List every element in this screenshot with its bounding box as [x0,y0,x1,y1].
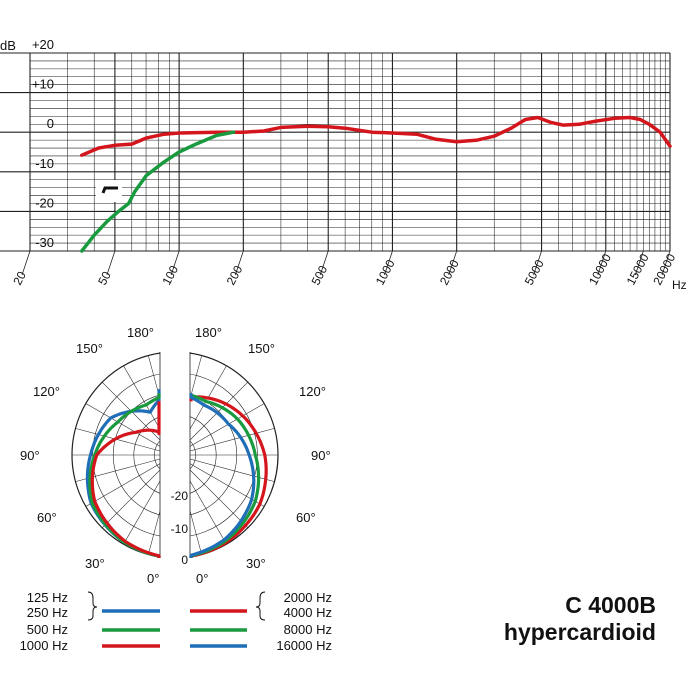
polar-angle-label: 150° [76,341,103,356]
polar-angle-label: 180° [127,325,154,340]
x-tick-mark [234,250,244,276]
polar-radial-label: -20 [171,489,189,503]
polar-angle-label: 90° [20,448,40,463]
polar-curve-1000Hz [90,401,161,560]
legend-left-label: 125 Hz [27,590,68,605]
legend-left-label: 500 Hz [27,622,68,637]
x-tick-mark [170,250,180,276]
polar-divider [160,344,190,566]
polar-angle-label: 30° [246,556,266,571]
x-tick-mark [21,250,31,276]
x-tick-label: 2000 [437,257,462,287]
polar-curve-16000Hz [189,392,256,559]
x-tick-mark [319,250,329,276]
x-tick-label: 200 [224,263,246,288]
polar-labels: 0° 0° 30° 30° 60° 60° 90° 90° 120° 120° 150° 150° 18… [20,325,331,586]
product-title: C 4000B hypercardioid [504,592,656,646]
x-tick-label: 1000 [373,257,398,287]
fr-series [80,115,672,253]
fr-series-bass-cut [80,130,236,253]
polar-grid [71,344,279,566]
polar-angle-label: 90° [311,448,331,463]
bass-cut-switch-symbol [96,180,122,202]
y-tick-label: +20 [32,37,54,52]
polar-spoke [174,428,275,456]
legend-right-label: 8000 Hz [284,622,332,637]
fr-labels: dB +20 +10 0 -10 -20 -30 20 50 100 200 500 1000 2000 5… [0,37,687,292]
fr-grid [0,52,671,276]
polar-angle-label: 180° [195,325,222,340]
x-tick-label: 5000 [522,257,547,287]
legend-right-label: 16000 Hz [276,638,332,653]
legend-brace-left [87,591,98,621]
y-tick-label: -30 [35,235,54,250]
x-tick-label: 10000 [586,251,614,287]
y-axis-unit: dB [0,38,16,53]
x-tick-label: 20 [10,269,29,288]
polar-angle-label: 0° [147,571,159,586]
polar-radial-label: -10 [171,522,189,536]
polar-series [85,389,268,560]
legend-right-label: 2000 Hz [284,590,332,605]
y-tick-label: -10 [35,156,54,171]
x-tick-label: 100 [159,263,181,288]
legend-left-label: 1000 Hz [20,638,68,653]
polar-radial-label: 0 [181,553,188,567]
polar-curve-8000Hz [189,391,261,560]
x-tick-mark [533,250,542,276]
polar-angle-label: 60° [296,510,316,525]
pattern-name: hypercardioid [503,619,656,645]
x-tick-label: 50 [95,269,114,288]
model-name: C 4000B [565,592,656,618]
polar-angle-label: 0° [196,571,208,586]
y-tick-label: 0 [47,116,54,131]
y-tick-label: +10 [32,77,54,92]
polar-angle-label: 120° [299,384,326,399]
x-tick-mark [661,250,671,276]
x-tick-mark [448,250,458,276]
x-tick-mark [597,250,607,276]
x-tick-label: 500 [309,263,331,288]
x-tick-mark [384,250,393,276]
x-tick-label: 15000 [624,251,652,287]
polar-angle-label: 150° [248,341,275,356]
x-tick-mark [634,250,644,276]
legend-brace-right [255,591,266,621]
polar-curve-2000Hz [189,395,268,560]
fr-series-flat [80,115,672,157]
x-axis-unit: Hz [672,278,687,292]
polar-angle-label: 60° [37,510,57,525]
polar-angle-label: 120° [33,384,60,399]
x-tick-mark [106,250,116,276]
legend-right-label: 4000 Hz [284,605,332,620]
y-tick-label: -20 [35,195,54,210]
legend-left-label: 250 Hz [27,605,68,620]
polar-angle-label: 30° [85,556,105,571]
polar-spoke [75,428,176,456]
